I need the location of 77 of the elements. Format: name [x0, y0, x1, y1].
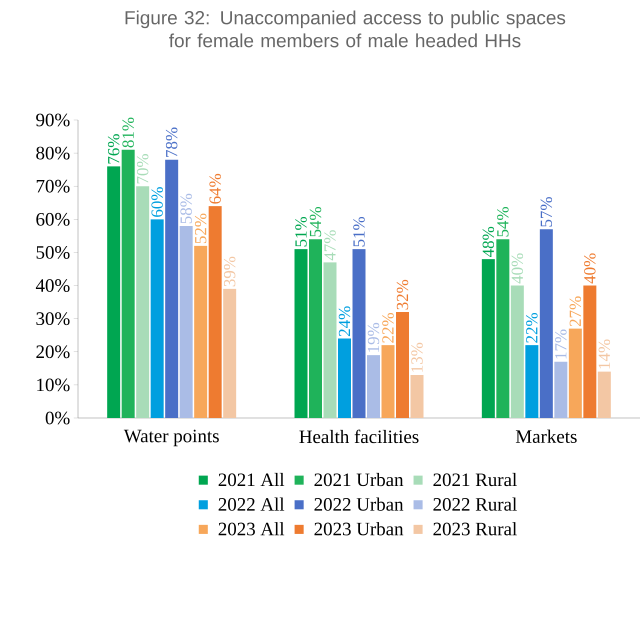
data-label: 51% — [353, 216, 365, 246]
bar — [324, 262, 337, 418]
data-label: 52% — [194, 214, 206, 244]
data-label: 51% — [295, 216, 307, 246]
chart-title: Figure 32: Unaccompanied access to public spaces for female members of male headed HHs — [126, 10, 566, 48]
bar — [122, 150, 135, 418]
bar — [396, 312, 410, 418]
legend-label: 2023 Urban — [314, 522, 404, 536]
y-tick-label: 80% — [36, 146, 70, 160]
data-label: 19% — [368, 322, 380, 352]
bar — [554, 362, 568, 418]
x-tick-label: Health facilities — [299, 430, 419, 444]
bar — [510, 286, 524, 418]
bar — [496, 239, 510, 418]
y-tick-label: 10% — [37, 378, 70, 392]
data-label: 22% — [382, 312, 394, 343]
data-label: 14% — [598, 339, 610, 368]
bar — [338, 338, 352, 418]
bar — [150, 219, 164, 418]
bar — [568, 328, 582, 418]
bar — [482, 259, 495, 418]
data-label: 24% — [338, 306, 350, 336]
data-label: 64% — [209, 174, 221, 204]
bar — [294, 249, 308, 418]
bar — [223, 288, 236, 418]
y-tick-label: 30% — [36, 312, 70, 326]
bar — [107, 166, 120, 418]
data-label: 70% — [136, 154, 148, 184]
data-label: 58% — [180, 194, 192, 224]
data-label: 76% — [108, 134, 120, 164]
bar — [165, 160, 178, 418]
bar — [382, 345, 395, 418]
data-label: 17% — [555, 330, 567, 359]
legend-label: 2022 Rural — [433, 497, 517, 511]
data-label: 39% — [224, 256, 236, 286]
y-tick-label: 70% — [36, 180, 70, 193]
bar — [525, 345, 538, 418]
legend-label: 2021 Urban — [314, 472, 404, 486]
bar — [208, 206, 222, 418]
bar — [598, 372, 611, 418]
legend-label: 2021 Rural — [433, 472, 517, 486]
y-tick-label: 60% — [36, 212, 70, 226]
data-label: 32% — [396, 280, 408, 310]
bar — [367, 355, 380, 418]
data-label: 47% — [324, 230, 336, 260]
data-label: 40% — [512, 253, 524, 284]
legend-label: 2023 All — [218, 522, 284, 536]
bar — [194, 246, 208, 418]
y-tick-label: 0% — [46, 412, 70, 424]
bar — [136, 186, 150, 418]
legend-label: 2022 All — [218, 497, 284, 511]
data-label: 13% — [411, 342, 423, 372]
bar — [540, 229, 553, 418]
bar — [583, 286, 596, 418]
data-label: 60% — [151, 187, 163, 217]
data-label: 57% — [540, 197, 552, 227]
bar — [352, 249, 366, 418]
legend-label: 2021 All — [218, 472, 284, 486]
bar — [410, 374, 424, 418]
data-label: 78% — [166, 128, 178, 157]
data-label: 48% — [482, 226, 494, 258]
data-label: 22% — [526, 312, 538, 343]
data-label: 54% — [497, 207, 509, 237]
bar — [180, 226, 193, 418]
y-tick-label: 90% — [36, 114, 70, 126]
data-label: 40% — [584, 253, 596, 284]
legend-label: 2022 Urban — [314, 497, 404, 511]
bar — [309, 239, 322, 418]
data-label: 27% — [570, 296, 582, 326]
y-tick-label: 20% — [36, 345, 70, 358]
data-label: 81% — [122, 118, 134, 148]
data-label: 54% — [310, 207, 322, 237]
y-tick-label: 40% — [36, 279, 70, 292]
y-tick-label: 50% — [36, 246, 70, 259]
legend-label: 2023 Rural — [433, 522, 517, 536]
x-tick-label: Markets — [516, 430, 577, 443]
x-tick-label: Water points — [124, 430, 219, 446]
